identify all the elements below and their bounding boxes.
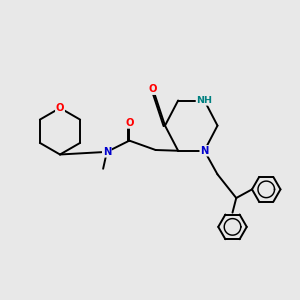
- Text: NH: NH: [196, 96, 212, 105]
- Text: N: N: [103, 147, 111, 157]
- Text: O: O: [56, 103, 64, 113]
- Text: O: O: [125, 118, 134, 128]
- Text: O: O: [149, 84, 157, 94]
- Text: N: N: [200, 146, 208, 156]
